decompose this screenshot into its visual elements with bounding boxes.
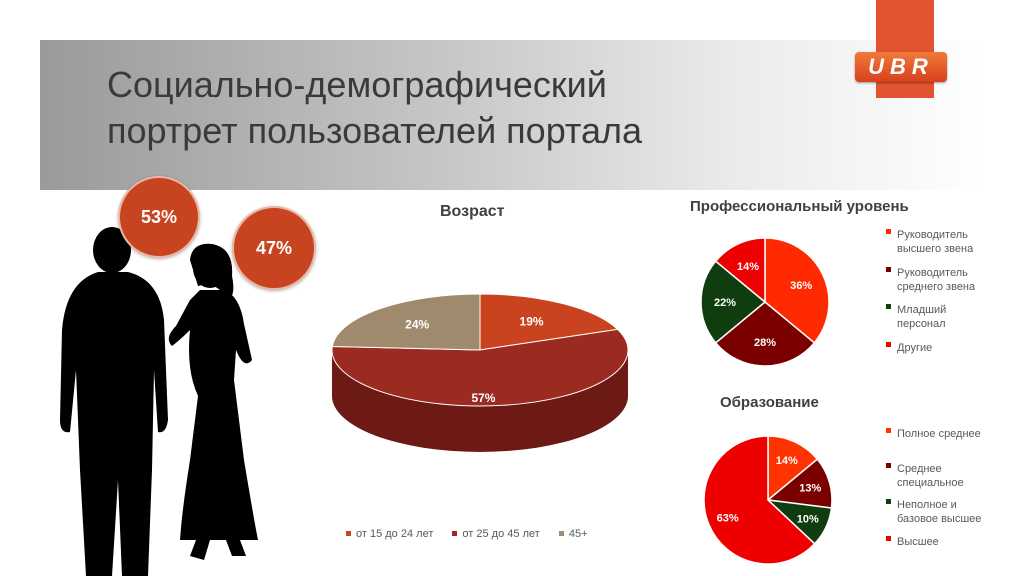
legend-label: Руководитель <box>897 229 968 241</box>
legend-label: от 25 до 45 лет <box>462 528 540 540</box>
prof-legend-item: Руководитель высшего звена <box>886 228 973 256</box>
woman-body <box>168 290 258 560</box>
legend-label: от 15 до 24 лет <box>356 528 434 540</box>
prof-pie-chart: 36% 28% 22% 14% <box>700 237 830 367</box>
male-percent-bubble: 53% <box>118 176 200 258</box>
man-body <box>60 272 168 576</box>
legend-swatch <box>886 427 891 433</box>
legend-label: Неполное и <box>897 499 957 511</box>
prof-legend-item: Руководитель среднего звена <box>886 266 975 294</box>
woman-hair <box>190 243 234 300</box>
legend-swatch <box>886 462 891 468</box>
male-percent-value: 53% <box>140 206 178 227</box>
legend-label: высшего звена <box>897 243 974 255</box>
legend-label: базовое высшее <box>897 513 982 525</box>
legend-swatch <box>886 266 891 272</box>
legend-swatch <box>886 535 891 541</box>
data-label: 63% <box>717 512 739 524</box>
legend-swatch <box>886 228 891 234</box>
female-percent-value: 47% <box>255 237 293 258</box>
data-label: 19% <box>520 314 544 328</box>
female-percent-bubble: 47% <box>232 206 316 290</box>
data-label: 24% <box>405 318 429 332</box>
data-label: 13% <box>799 483 821 495</box>
age-legend-item: от 25 до 45 лет <box>452 528 540 540</box>
pie-slice <box>767 435 819 502</box>
edu-chart-title: Образование <box>720 394 819 411</box>
legend-label: 45+ <box>568 528 588 540</box>
prof-legend-item: Другие <box>886 341 932 355</box>
pie-slice <box>703 435 816 565</box>
people-silhouette-icon <box>60 227 258 576</box>
data-label: 14% <box>776 455 798 467</box>
edu-legend-item: Среднее специальное <box>886 462 964 490</box>
age-legend-item: 45+ <box>558 528 588 540</box>
edu-legend-item: Высшее <box>886 535 939 549</box>
edu-pie-chart: 14% 13% 10% 63% <box>703 435 833 565</box>
age-pie-chart: 19% 57% 24% <box>331 293 629 452</box>
legend-label: Другие <box>897 342 933 354</box>
logo-accent-bar <box>876 0 934 98</box>
age-legend: от 15 до 24 лет от 25 до 45 лет 45+ <box>346 528 604 540</box>
legend-swatch <box>452 530 458 536</box>
age-chart-title: Возраст <box>440 203 505 220</box>
data-label: 10% <box>797 514 819 526</box>
legend-swatch <box>558 530 564 536</box>
legend-label: Полное среднее <box>897 428 981 440</box>
pie-slice <box>331 293 481 351</box>
pie-side-wall <box>332 350 628 452</box>
prof-legend-item: Младший персонал <box>886 303 946 331</box>
legend-label: специальное <box>897 477 964 489</box>
pie-slice <box>700 260 767 344</box>
title-line-1: Социально-демографический <box>107 64 607 105</box>
legend-label: Высшее <box>897 536 939 548</box>
ubr-logo: UBR <box>855 52 947 82</box>
legend-swatch <box>886 498 891 504</box>
pie-slice <box>764 237 830 344</box>
legend-label: среднего звена <box>897 281 976 293</box>
edu-legend-item: Полное среднее <box>886 427 981 441</box>
data-label: 22% <box>714 297 736 309</box>
man-head <box>93 227 131 273</box>
title-banner <box>40 40 984 190</box>
data-label: 28% <box>754 337 776 349</box>
data-label: 14% <box>737 261 759 273</box>
data-label: 57% <box>471 391 495 405</box>
data-label: 36% <box>790 280 812 292</box>
title-line-2: портрет пользователей портала <box>107 110 643 151</box>
prof-chart-title: Профессиональный уровень <box>690 198 909 215</box>
legend-label: Младший <box>897 304 947 316</box>
page-title: Социально-демографический портрет пользо… <box>107 62 642 154</box>
pie-slice <box>479 293 619 351</box>
edu-legend-item: Неполное и базовое высшее <box>886 498 981 526</box>
legend-label: Среднее <box>897 463 942 475</box>
pie-slice <box>714 237 766 304</box>
pie-slice <box>714 301 816 367</box>
age-legend-item: от 15 до 24 лет <box>346 528 433 540</box>
legend-label: Руководитель <box>897 267 968 279</box>
legend-swatch <box>886 303 891 309</box>
legend-label: персонал <box>897 318 946 330</box>
legend-swatch <box>886 341 891 347</box>
legend-swatch <box>346 530 351 536</box>
